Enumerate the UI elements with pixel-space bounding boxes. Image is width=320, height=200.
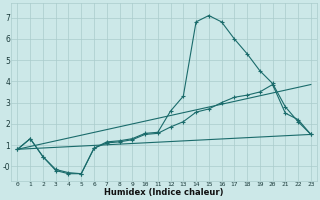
X-axis label: Humidex (Indice chaleur): Humidex (Indice chaleur) xyxy=(104,188,224,197)
